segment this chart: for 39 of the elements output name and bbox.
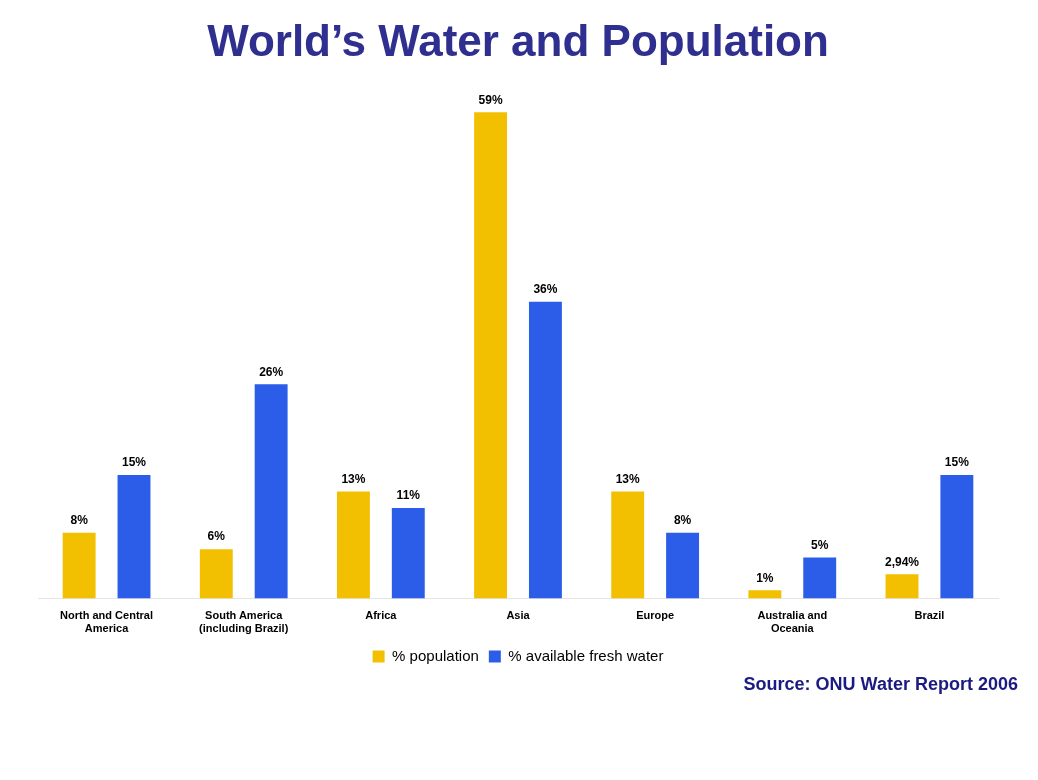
bar [117, 474, 151, 599]
data-label: 26% [259, 364, 284, 379]
data-label: 13% [615, 471, 641, 486]
bar [885, 574, 919, 599]
data-label: 11% [396, 488, 421, 503]
x-tick-label: South America (including Brazil) [199, 609, 289, 635]
bar [803, 557, 837, 599]
x-tick-label: North and Central America [60, 609, 154, 635]
bar [940, 474, 974, 599]
data-label: 15% [121, 455, 147, 470]
source-note: Source: ONU Water Report 2006 [742, 674, 1019, 695]
x-tick-label: Europe [636, 609, 675, 622]
bar [748, 590, 782, 599]
data-label: 59% [478, 92, 503, 107]
bar [528, 301, 562, 599]
data-label: 15% [944, 455, 970, 470]
data-label: 5% [811, 537, 829, 552]
data-label: 36% [533, 282, 558, 297]
x-tick-label: Australia and Oceania [757, 609, 828, 635]
chart-title: World’s Water and Population [206, 15, 830, 67]
bar [474, 112, 508, 599]
data-label: 8% [70, 512, 89, 527]
bar [199, 549, 233, 599]
bar [666, 532, 700, 599]
x-tick-label: Africa [365, 609, 398, 622]
data-label: 8% [673, 512, 692, 527]
data-label: 6% [207, 529, 226, 544]
legend-label: % population [392, 646, 479, 664]
bar [391, 507, 425, 599]
legend-label: % available fresh water [508, 646, 664, 664]
x-tick-label: Asia [506, 609, 531, 622]
data-label: 13% [341, 471, 366, 486]
data-label: 2,94% [884, 554, 920, 569]
bar [611, 491, 645, 599]
bar [336, 491, 370, 599]
bar [254, 384, 288, 599]
data-label: 1% [756, 570, 774, 585]
x-tick-label: Brazil [914, 609, 945, 622]
bar [62, 532, 96, 599]
